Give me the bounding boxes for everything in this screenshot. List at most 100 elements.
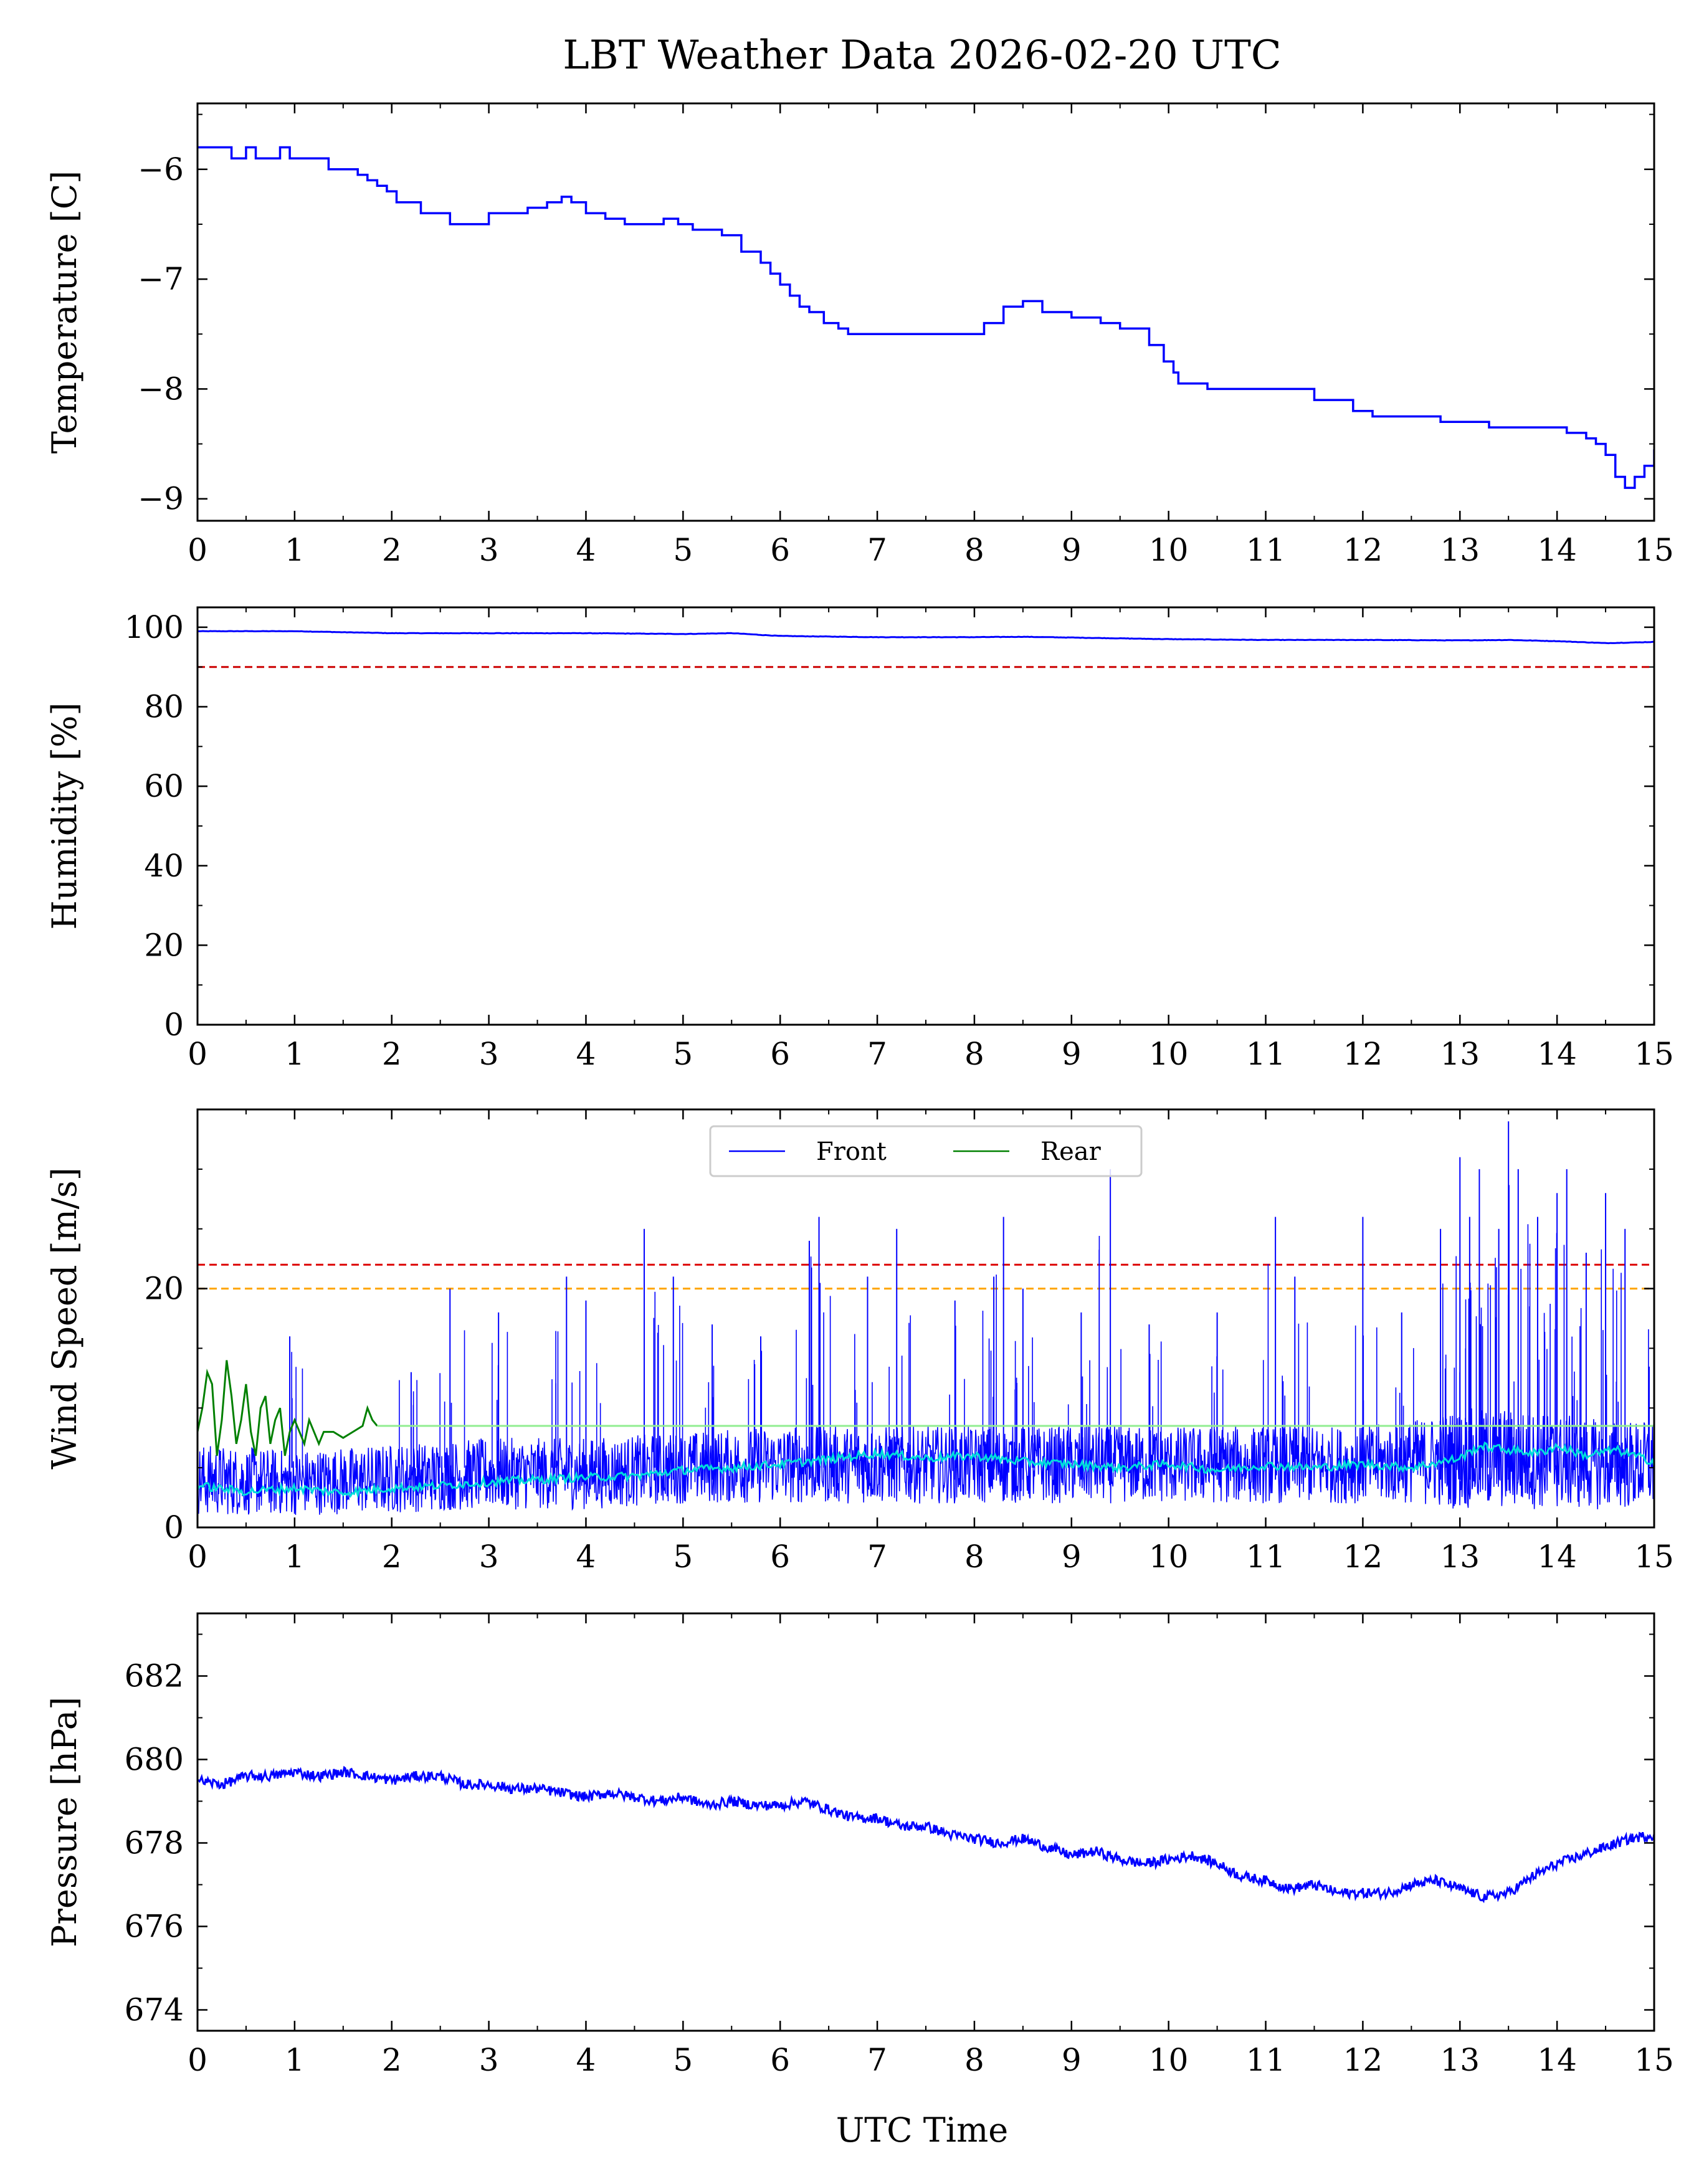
x-tick-label: 6 (770, 1539, 790, 1575)
x-tick-label: 13 (1440, 1539, 1480, 1575)
x-tick-label: 10 (1149, 1036, 1189, 1072)
y-tick-label: 680 (125, 1742, 184, 1778)
x-tick-label: 0 (188, 1036, 207, 1072)
x-tick-label: 5 (673, 2042, 693, 2078)
x-tick-label: 0 (188, 1539, 207, 1575)
legend-label-rear: Rear (1040, 1137, 1102, 1166)
x-tick-label: 10 (1149, 1539, 1189, 1575)
y-tick-label: −7 (138, 261, 184, 297)
y-tick-label: 20 (144, 927, 184, 963)
x-tick-label: 4 (576, 532, 596, 568)
legend-label-front: Front (816, 1137, 887, 1166)
series-average (198, 1441, 1654, 1499)
series-temperature (198, 146, 1654, 489)
x-tick-label: 4 (576, 1036, 596, 1072)
y-tick-label: 40 (144, 848, 184, 884)
x-tick-label: 10 (1149, 2042, 1189, 2078)
y-tick-label: 676 (125, 1909, 184, 1945)
x-tick-label: 5 (673, 1036, 693, 1072)
x-tick-label: 14 (1537, 1539, 1577, 1575)
legend-box (709, 1125, 1143, 1177)
x-tick-label: 14 (1537, 1036, 1577, 1072)
y-tick-label: 60 (144, 768, 184, 804)
y-tick-label: 80 (144, 689, 184, 725)
x-tick-label: 13 (1440, 532, 1480, 568)
series-rear (198, 1360, 378, 1456)
x-tick-label: 5 (673, 1539, 693, 1575)
plot-area (198, 630, 1654, 668)
x-tick-label: 3 (479, 1539, 499, 1575)
x-tick-label: 1 (285, 1539, 305, 1575)
plot-area (198, 1121, 1654, 1515)
x-tick-label: 12 (1343, 2042, 1383, 2078)
x-tick-label: 15 (1634, 1036, 1674, 1072)
x-tick-label: 12 (1343, 1539, 1383, 1575)
x-tick-label: 2 (382, 1539, 402, 1575)
x-tick-label: 15 (1634, 1539, 1674, 1575)
x-tick-label: 2 (382, 532, 402, 568)
x-tick-label: 9 (1062, 532, 1082, 568)
x-tick-label: 14 (1537, 532, 1577, 568)
x-tick-label: 3 (479, 2042, 499, 2078)
x-tick-label: 8 (964, 1539, 984, 1575)
x-tick-label: 14 (1537, 2042, 1577, 2078)
x-tick-label: 10 (1149, 532, 1189, 568)
x-tick-label: 1 (285, 1036, 305, 1072)
y-axis-title: Humidity [%] (45, 702, 84, 929)
y-tick-label: 678 (125, 1825, 184, 1861)
x-tick-label: 9 (1062, 2042, 1082, 2078)
y-axis-title: Pressure [hPa] (45, 1697, 84, 1947)
series-pressure (198, 1765, 1654, 1904)
x-tick-label: 11 (1246, 1539, 1286, 1575)
x-tick-label: 9 (1062, 1539, 1082, 1575)
x-tick-label: 7 (867, 1036, 887, 1072)
x-tick-label: 15 (1634, 2042, 1674, 2078)
y-tick-label: 0 (164, 1007, 184, 1043)
y-tick-label: 682 (125, 1658, 184, 1694)
pressure-panel: 0 1 2 3 4 5 6 7 8 9 10 11 12 13 14 15674676678680682Pre… (45, 1612, 1674, 2078)
temperature-panel: 0 1 2 3 4 5 6 7 8 9 10 11 12 13 14 15−9−8−7−6Temperatur… (45, 102, 1674, 568)
x-tick-label: 11 (1246, 1036, 1286, 1072)
plot-area (198, 146, 1654, 489)
x-tick-label: 7 (867, 2042, 887, 2078)
y-tick-label: −6 (138, 151, 184, 188)
x-tick-label: 0 (188, 2042, 207, 2078)
x-tick-label: 13 (1440, 1036, 1480, 1072)
x-tick-label: 5 (673, 532, 693, 568)
x-tick-label: 6 (770, 1036, 790, 1072)
x-tick-label: 6 (770, 2042, 790, 2078)
y-tick-label: −8 (138, 371, 184, 407)
x-tick-label: 15 (1634, 532, 1674, 568)
plot-area (198, 1765, 1654, 1904)
x-tick-label: 8 (964, 532, 984, 568)
x-tick-label: 0 (188, 532, 207, 568)
x-tick-label: 4 (576, 1539, 596, 1575)
x-tick-label: 12 (1343, 532, 1383, 568)
x-tick-label: 9 (1062, 1036, 1082, 1072)
y-tick-label: −9 (138, 481, 184, 517)
x-tick-label: 13 (1440, 2042, 1480, 2078)
x-tick-label: 8 (964, 2042, 984, 2078)
legend: Front Rear (709, 1125, 1143, 1177)
humidity-panel: 0 1 2 3 4 5 6 7 8 9 10 11 12 13 14 15020406080100Humidi… (45, 606, 1674, 1072)
series-humidity (198, 630, 1654, 645)
x-tick-label: 2 (382, 2042, 402, 2078)
x-tick-label: 7 (867, 532, 887, 568)
x-tick-label: 6 (770, 532, 790, 568)
x-tick-label: 8 (964, 1036, 984, 1072)
x-tick-label: 2 (382, 1036, 402, 1072)
y-axis-title: Wind Speed [m/s] (45, 1167, 84, 1469)
series-front (198, 1408, 1654, 1515)
x-tick-label: 7 (867, 1539, 887, 1575)
y-tick-label: 0 (164, 1509, 184, 1545)
x-tick-label: 1 (285, 532, 305, 568)
figure-title: LBT Weather Data 2026-02-20 UTC (563, 32, 1282, 78)
y-tick-label: 100 (125, 609, 184, 645)
x-tick-label: 1 (285, 2042, 305, 2078)
x-tick-label: 3 (479, 1036, 499, 1072)
y-tick-label: 20 (144, 1271, 184, 1307)
x-tick-label: 11 (1246, 2042, 1286, 2078)
